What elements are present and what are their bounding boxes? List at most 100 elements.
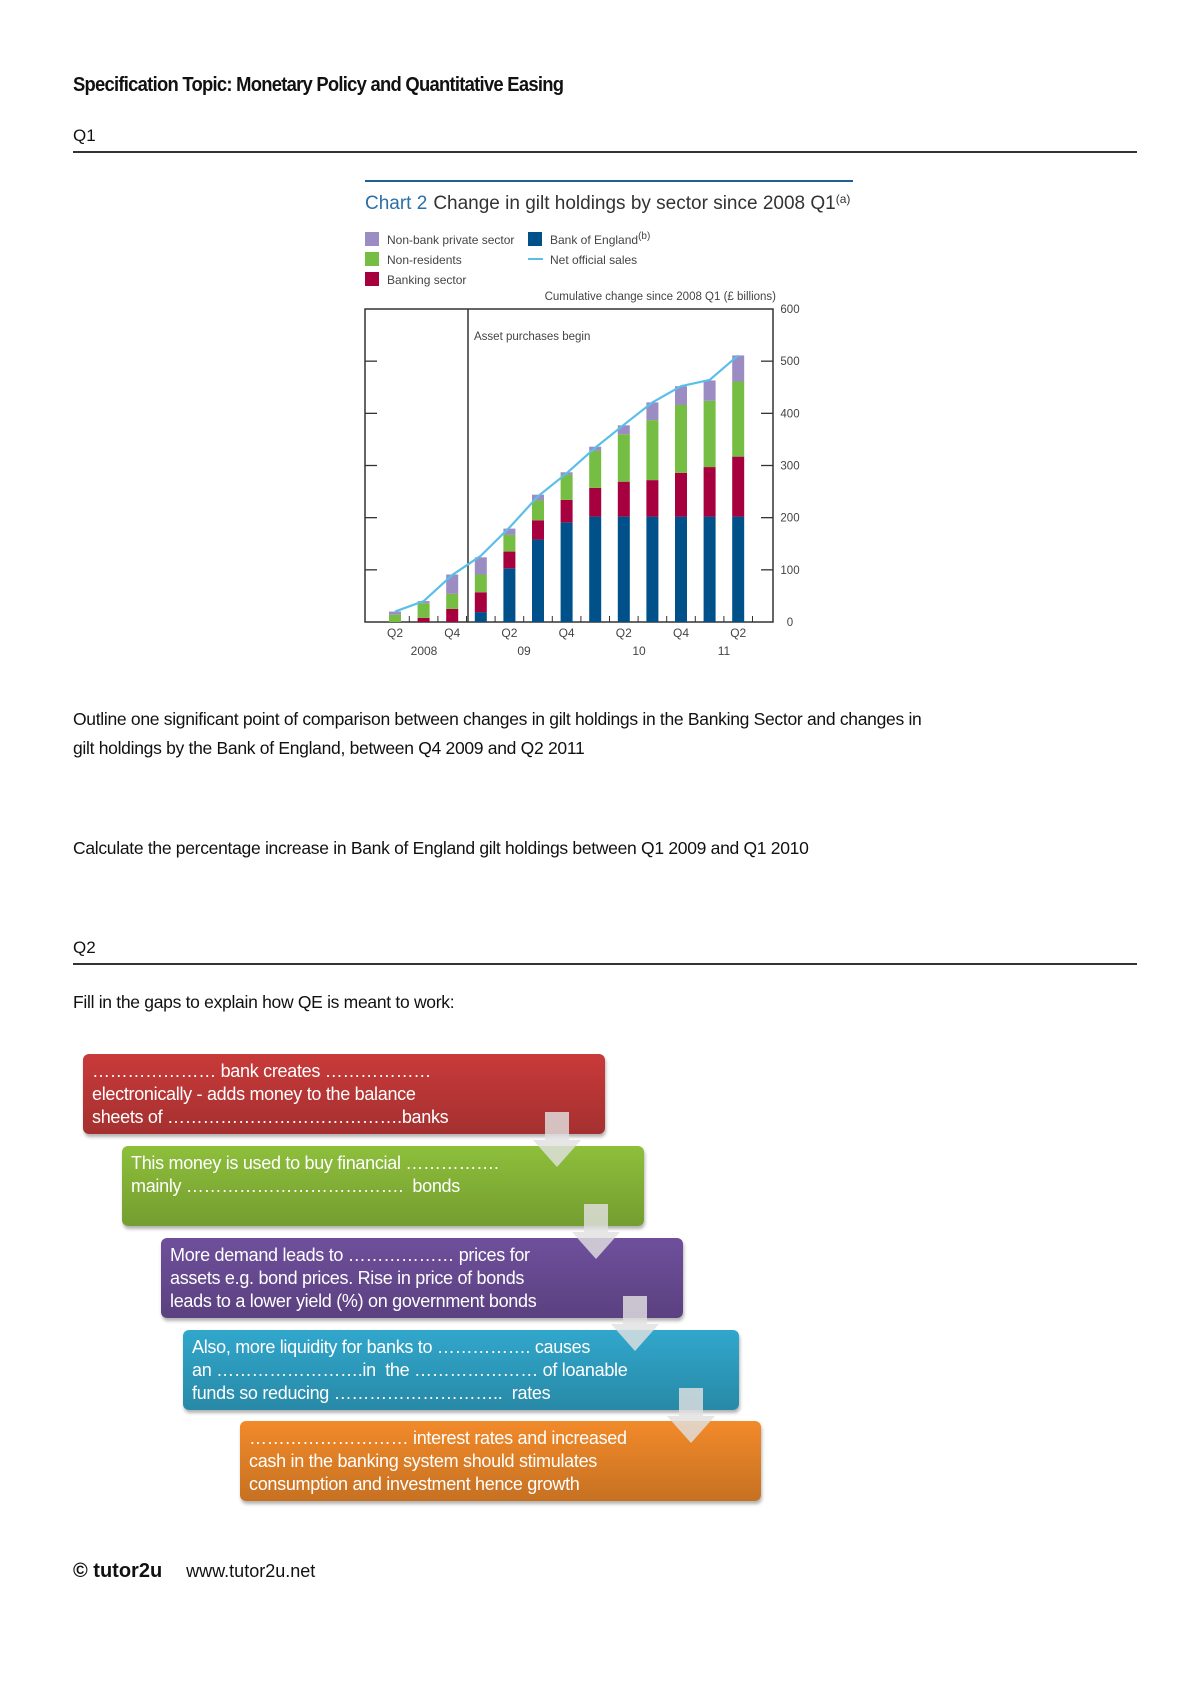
step-text-line: mainly ………………………………. bonds	[131, 1176, 460, 1196]
bar-non-residents-6	[560, 474, 573, 500]
step-text-line: Also, more liquidity for banks to …………….…	[192, 1337, 591, 1357]
step-text-line: ……………………… interest rates and increased	[249, 1428, 627, 1448]
y-tick-label: 0	[787, 617, 793, 629]
step-text-line: sheets of ………………………………….banks	[92, 1107, 449, 1127]
bar-non-residents-8	[617, 434, 630, 482]
chart-legend: Non-bank private sector Non-residents Bank…	[365, 231, 650, 287]
bar-bank-of-england-6	[560, 522, 573, 622]
y-tick-label: 500	[780, 356, 799, 368]
legend-label-3: Bank of England(b)	[550, 231, 650, 247]
question-a: Outline one significant point of compari…	[73, 705, 1153, 763]
y-axis-title: Cumulative change since 2008 Q1 (£ billi…	[545, 291, 777, 303]
down-arrow-icon	[611, 1296, 659, 1351]
bar-non-bank-private-sector-2	[446, 574, 459, 594]
q1-divider	[73, 151, 1137, 153]
bar-non-bank-private-sector-12	[732, 355, 745, 382]
bar-non-residents-11	[703, 400, 716, 468]
bar-banking-sector-4	[503, 551, 516, 569]
bar-bank-of-england-11	[703, 516, 716, 622]
q2-instruction: Fill in the gaps to explain how QE is me…	[73, 992, 455, 1012]
qe-step-4: Also, more liquidity for banks to …………….…	[183, 1330, 739, 1410]
x-tick-label: Q2	[501, 626, 517, 640]
bar-banking-sector-11	[703, 467, 716, 517]
year-label: 11	[718, 644, 731, 658]
bars	[389, 354, 745, 622]
question-a-line1: Outline one significant point of compari…	[73, 709, 922, 729]
bar-non-residents-12	[732, 381, 745, 457]
x-tick-label: Q2	[730, 626, 746, 640]
chart-title: Chart 2 Change in gilt holdings by sector…	[365, 192, 850, 214]
bar-bank-of-england-5	[532, 539, 544, 622]
bar-bank-of-england-8	[617, 516, 630, 622]
qe-step-1: ………………… bank creates ……………… electronicall…	[83, 1054, 605, 1134]
bar-non-residents-2	[446, 593, 459, 609]
bar-banking-sector-8	[617, 481, 630, 517]
step-text-line: consumption and investment hence growth	[249, 1474, 580, 1494]
bar-bank-of-england-7	[589, 516, 602, 622]
bar-banking-sector-12	[732, 456, 745, 517]
legend-label-1: Non-residents	[387, 253, 462, 267]
q2-label: Q2	[73, 938, 96, 957]
down-arrow-icon	[533, 1112, 581, 1167]
gilt-holdings-chart: Chart 2 Change in gilt holdings by sector…	[364, 180, 853, 658]
page-title: Specification Topic: Monetary Policy and…	[73, 74, 564, 96]
year-label: 09	[517, 644, 531, 658]
qe-step-5: ……………………… interest rates and increased ca…	[240, 1421, 761, 1501]
legend-swatch-1	[365, 252, 379, 266]
x-tick-label: Q4	[559, 626, 575, 640]
bar-non-residents-4	[503, 534, 516, 552]
bar-banking-sector-3	[474, 592, 487, 613]
question-b: Calculate the percentage increase in Ban…	[73, 838, 809, 858]
bar-non-bank-private-sector-11	[703, 380, 716, 401]
axes: 0 100 200 300 400 500 600 Q2 Q4 Q2 Q4 Q2 Q4 Q2 2008 09 1…	[365, 304, 800, 658]
bar-bank-of-england-12	[732, 516, 745, 622]
bar-non-residents-5	[532, 500, 544, 521]
year-label: 10	[632, 644, 646, 658]
bar-banking-sector-9	[646, 480, 659, 517]
down-arrow-icon	[572, 1204, 620, 1259]
legend-label-0: Non-bank private sector	[387, 233, 514, 247]
bar-banking-sector-6	[560, 499, 573, 523]
bar-bank-of-england-10	[675, 516, 687, 622]
question-a-line2: gilt holdings by the Bank of England, be…	[73, 738, 585, 758]
year-label: 2008	[411, 644, 438, 658]
bar-non-bank-private-sector-4	[503, 528, 516, 535]
bar-non-bank-private-sector-8	[617, 425, 630, 435]
legend-swatch-0	[365, 232, 379, 246]
step-text-line: funds so reducing ……………………….. rates	[192, 1383, 551, 1403]
down-arrow-icon	[667, 1388, 715, 1443]
bar-banking-sector-10	[675, 472, 687, 517]
step-text-line: This money is used to buy financial ……………	[131, 1153, 499, 1173]
bar-banking-sector-1	[417, 617, 430, 622]
bar-banking-sector-5	[532, 520, 544, 540]
step-text-line: More demand leads to ……………… prices for	[170, 1245, 530, 1265]
bar-non-residents-0	[389, 614, 401, 622]
bar-non-bank-private-sector-3	[474, 557, 487, 575]
x-tick-label: Q4	[444, 626, 460, 640]
legend-swatch-3	[528, 232, 542, 246]
bar-non-residents-10	[675, 404, 687, 473]
website-url: www.tutor2u.net	[186, 1561, 316, 1581]
step-text-line: cash in the banking system should stimul…	[249, 1451, 597, 1471]
bar-non-residents-1	[417, 603, 430, 618]
q1-label: Q1	[73, 126, 96, 145]
step-text-line: leads to a lower yield (%) on government…	[170, 1291, 537, 1311]
copyright: © tutor2u	[73, 1560, 163, 1582]
bar-banking-sector-2	[446, 608, 459, 622]
bar-non-residents-9	[646, 420, 659, 481]
net-official-sales-line	[394, 354, 739, 613]
bar-bank-of-england-3	[474, 612, 487, 622]
annotation: Asset purchases begin	[474, 331, 590, 343]
legend-label-2: Banking sector	[387, 273, 466, 287]
y-tick-label: 100	[780, 565, 799, 577]
legend-label-4: Net official sales	[550, 253, 637, 267]
y-tick-label: 600	[780, 304, 799, 316]
bar-bank-of-england-4	[503, 568, 516, 622]
legend-swatch-2	[365, 272, 379, 286]
step-text-line: electronically - adds money to the balan…	[92, 1084, 416, 1104]
bar-non-residents-3	[474, 574, 487, 593]
y-tick-label: 400	[780, 408, 799, 420]
step-text-line: an …………………….in the ………………… of loanable	[192, 1360, 628, 1380]
bar-non-bank-private-sector-10	[675, 386, 687, 405]
